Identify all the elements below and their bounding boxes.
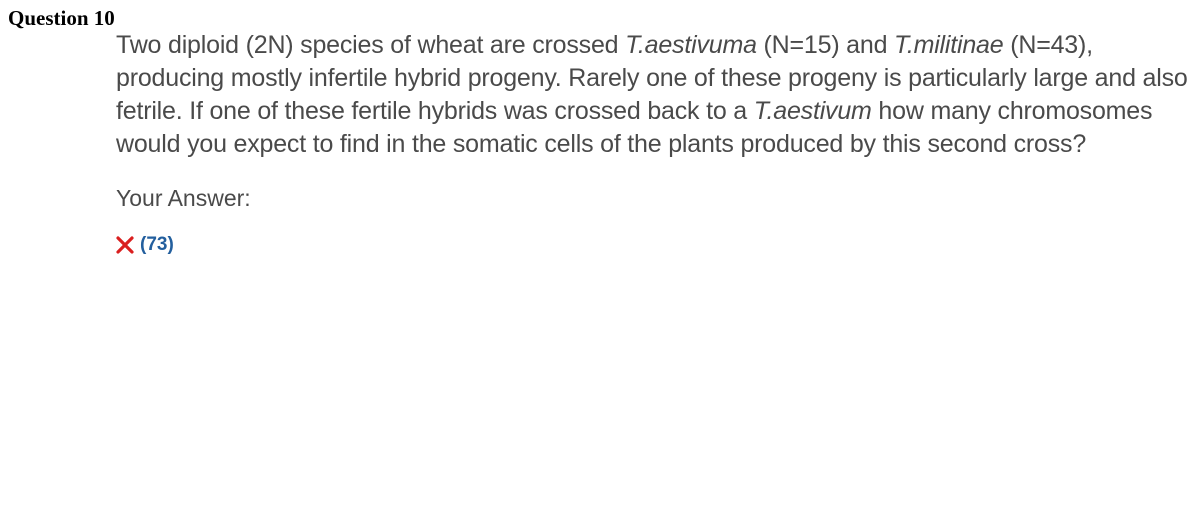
answer-value: (73) [140, 234, 174, 256]
q-italic1: T.aestivuma [625, 31, 757, 59]
question-text: Two diploid (2N) species of wheat are cr… [116, 29, 1192, 161]
q-seg1: Two diploid (2N) species of wheat are cr… [116, 31, 625, 59]
answer-row: (73) [116, 234, 1192, 256]
question-label: Question 10 [8, 6, 115, 31]
q-italic2: T.militinae [894, 31, 1003, 59]
question-content: Two diploid (2N) species of wheat are cr… [116, 29, 1192, 256]
q-seg2: (N=15) and [757, 31, 894, 59]
incorrect-x-icon [116, 236, 134, 254]
q-italic3: T.aestivum [754, 97, 872, 125]
your-answer-label: Your Answer: [116, 185, 1192, 212]
